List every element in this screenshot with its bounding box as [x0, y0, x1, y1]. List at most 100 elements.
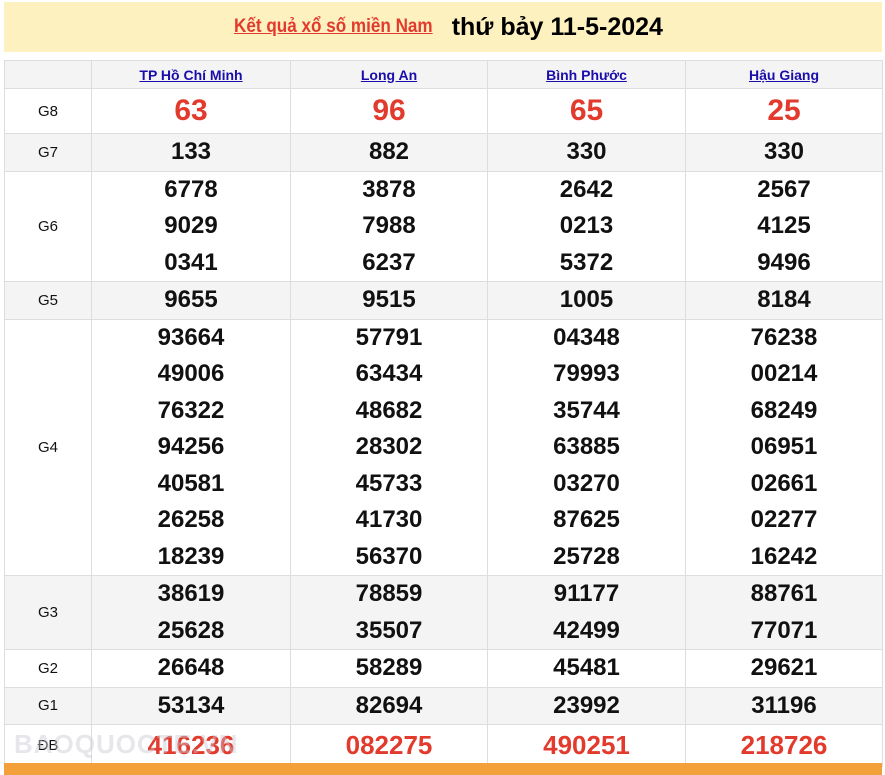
- prize-number: 2642: [559, 175, 614, 203]
- prize-row: G8 63 96 65 25: [4, 88, 883, 134]
- prize-number: 96: [372, 94, 406, 127]
- province-link[interactable]: Hậu Giang: [748, 66, 819, 83]
- prize-number: 3878: [362, 175, 416, 203]
- prize-row: G7 133 882 330 330: [4, 133, 883, 172]
- prize-number: 77071: [750, 616, 818, 644]
- prize-number: 6237: [362, 248, 416, 276]
- province-header: Long An: [290, 60, 488, 89]
- prize-number: 28302: [355, 433, 423, 460]
- prize-number: 45733: [355, 469, 423, 497]
- prize-number: 5372: [559, 248, 614, 276]
- prize-label: G4: [4, 318, 92, 576]
- prize-number: 2567: [757, 175, 811, 203]
- prize-number: 490251: [543, 730, 630, 760]
- prize-number: 29621: [750, 654, 818, 681]
- prize-number: 25: [767, 94, 801, 127]
- prize-label: G8: [4, 88, 92, 134]
- prize-cell: 58289: [290, 649, 488, 688]
- prize-number: 23992: [553, 691, 620, 719]
- prize-cell: 1005: [487, 281, 686, 320]
- prize-number: 9515: [362, 286, 416, 313]
- province-link[interactable]: Bình Phước: [546, 66, 627, 83]
- prize-cell: 8184: [685, 281, 883, 320]
- prize-number: 63: [174, 94, 208, 127]
- prize-number: 8184: [757, 286, 811, 313]
- prize-cell: 76238 00214 68249 06951 02661 02277 16242: [685, 318, 883, 576]
- prize-row: G4 93664 49006 76322 94256 40581 26258 18239 577…: [4, 318, 883, 576]
- prize-cell: 91177 42499: [487, 575, 686, 650]
- prize-number: 18239: [157, 542, 225, 570]
- prize-row: G2 26648 58289 45481 29621: [4, 649, 883, 688]
- draw-date: thứ bảy 11-5-2024: [451, 12, 663, 41]
- prize-number: 0341: [164, 248, 218, 276]
- prize-cell: 330: [487, 133, 686, 172]
- prize-number: 06951: [750, 433, 818, 460]
- prize-number: 94256: [157, 433, 225, 460]
- prize-cell: 490251: [487, 724, 686, 767]
- prize-cell: 96: [290, 88, 488, 134]
- prize-label: G1: [4, 686, 92, 725]
- prize-number: 7988: [362, 212, 416, 239]
- prize-row: ĐB 416236 082275 490251 218726: [4, 724, 883, 767]
- prize-number: 00214: [750, 360, 818, 387]
- prize-cell: 38619 25628: [91, 575, 291, 650]
- prize-number: 4125: [757, 212, 811, 239]
- prize-cell: 082275: [290, 724, 488, 767]
- prize-number: 56370: [355, 542, 423, 570]
- prize-number: 0213: [559, 212, 614, 239]
- prize-number: 9496: [757, 248, 811, 276]
- prize-cell: 29621: [685, 649, 883, 688]
- prize-cell: 218726: [685, 724, 883, 767]
- prize-cell: 82694: [290, 686, 488, 725]
- prize-number: 58289: [355, 654, 423, 681]
- prize-cell: 04348 79993 35744 63885 03270 87625 25728: [487, 318, 686, 576]
- prize-number: 78859: [355, 580, 423, 607]
- prize-row: G6 6778 9029 0341 3878 7988 6237 2642 0213 5372 25…: [4, 170, 883, 282]
- prize-cell: 53134: [91, 686, 291, 725]
- prize-number: 93664: [157, 323, 225, 351]
- prize-number: 63885: [553, 433, 620, 460]
- prize-number: 87625: [553, 506, 620, 533]
- prize-number: 91177: [553, 580, 620, 607]
- prize-cell: 78859 35507: [290, 575, 488, 650]
- prize-cell: 416236: [91, 724, 291, 767]
- prize-cell: 6778 9029 0341: [91, 170, 291, 282]
- header-row: TP Hồ Chí Minh Long An Bình Phước Hậu Gi…: [4, 60, 883, 89]
- prize-cell: 88761 77071: [685, 575, 883, 650]
- prize-number: 03270: [553, 469, 620, 497]
- prize-cell: 133: [91, 133, 291, 172]
- prize-number: 04348: [553, 323, 620, 351]
- prize-label: G2: [4, 649, 92, 688]
- prize-number: 65: [569, 94, 604, 127]
- page-title: Kết quả xổ số miền Nam thứ bảy 11-5-2024: [4, 2, 882, 52]
- prize-number: 42499: [553, 616, 620, 644]
- prize-number: 45481: [553, 654, 620, 681]
- prize-cell: 65: [487, 88, 686, 134]
- prize-number: 26648: [157, 654, 225, 681]
- province-header: Bình Phước: [487, 60, 686, 89]
- prize-cell: 2642 0213 5372: [487, 170, 686, 282]
- prize-number: 26258: [157, 506, 225, 533]
- prize-number: 35507: [355, 616, 423, 644]
- province-link[interactable]: Long An: [360, 66, 418, 83]
- prize-number: 38619: [157, 580, 225, 607]
- prize-number: 330: [566, 138, 607, 165]
- province-link[interactable]: TP Hồ Chí Minh: [139, 66, 243, 83]
- prize-number: 57791: [355, 323, 423, 351]
- prize-cell: 23992: [487, 686, 686, 725]
- prize-number: 882: [368, 138, 410, 165]
- prize-number: 9655: [164, 286, 218, 313]
- prize-cell: 3878 7988 6237: [290, 170, 488, 282]
- prize-number: 88761: [750, 580, 818, 607]
- prize-number: 53134: [157, 691, 225, 719]
- prize-cell: 9515: [290, 281, 488, 320]
- results-link[interactable]: Kết quả xổ số miền Nam: [234, 16, 433, 37]
- prize-number: 76322: [157, 396, 225, 424]
- prize-number: 68249: [750, 396, 818, 424]
- prize-cell: 26648: [91, 649, 291, 688]
- prize-number: 082275: [345, 730, 433, 760]
- prize-label: G6: [4, 170, 92, 282]
- footer-bar: [4, 763, 882, 775]
- prize-cell: 93664 49006 76322 94256 40581 26258 18239: [91, 318, 291, 576]
- prize-number: 02661: [750, 469, 818, 497]
